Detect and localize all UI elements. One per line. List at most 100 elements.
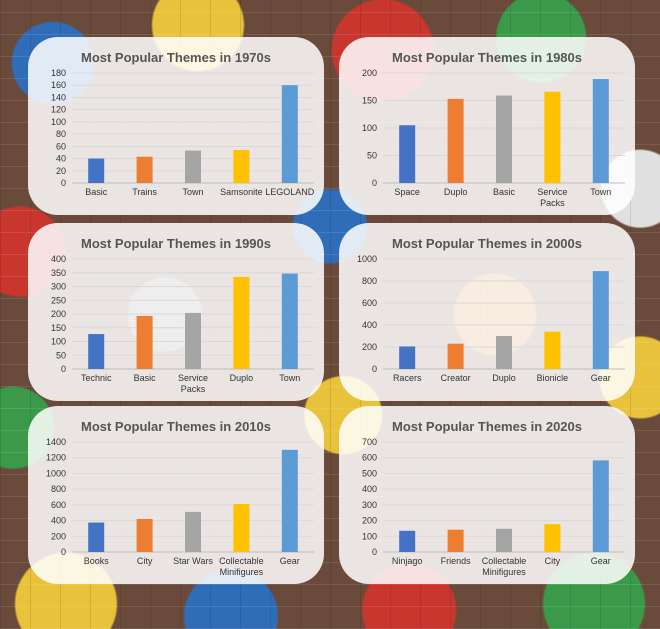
- y-tick-label: 300: [362, 500, 377, 510]
- y-tick-label: 800: [362, 276, 377, 286]
- bar: [136, 519, 153, 552]
- chart-title: Most Popular Themes in 2010s: [81, 419, 271, 434]
- y-tick-label: 800: [51, 484, 66, 494]
- bar: [281, 273, 298, 369]
- y-tick-label: 400: [51, 516, 66, 526]
- bar: [399, 530, 416, 552]
- chart-title: Most Popular Themes in 1980s: [392, 50, 582, 65]
- y-tick-label: 0: [61, 178, 66, 188]
- y-tick-label: 140: [51, 92, 66, 102]
- x-tick-label: Ninjago: [392, 556, 423, 566]
- bar: [233, 276, 250, 369]
- bar: [592, 271, 609, 369]
- y-tick-label: 400: [51, 254, 66, 264]
- bar: [496, 336, 512, 369]
- y-tick-label: 0: [372, 178, 377, 188]
- bar: [592, 79, 609, 183]
- bar: [399, 125, 416, 183]
- x-tick-label: Collectable Minifigures: [219, 556, 264, 577]
- bar: [136, 315, 153, 369]
- bar: [592, 460, 609, 552]
- bar: [233, 504, 250, 552]
- chart-title: Most Popular Themes in 2000s: [392, 236, 582, 251]
- x-tick-label: Service Packs: [537, 187, 567, 208]
- x-tick-label: Star Wars: [173, 556, 213, 566]
- x-tick-label: Town: [279, 373, 300, 383]
- x-tick-label: Collectable Minifigures: [482, 556, 527, 577]
- y-tick-label: 120: [51, 105, 66, 115]
- bar: [233, 150, 250, 183]
- y-tick-label: 200: [362, 342, 377, 352]
- y-tick-label: 200: [51, 309, 66, 319]
- bar-chart: Most Popular Themes in 1990s 0 50 100 150 200…: [51, 236, 314, 394]
- bar-chart: Most Popular Themes in 2000s 0 200 400 600 80…: [357, 236, 625, 383]
- x-tick-label: Technic: [81, 373, 112, 383]
- bar: [447, 98, 464, 183]
- bar: [88, 522, 105, 552]
- bar-chart: Most Popular Themes in 1980s 0 50 100 150 200…: [362, 50, 625, 208]
- bar: [399, 346, 416, 369]
- chart-title: Most Popular Themes in 1970s: [81, 50, 271, 65]
- x-tick-label: Books: [84, 556, 110, 566]
- x-tick-label: Bionicle: [537, 373, 569, 383]
- y-tick-label: 600: [51, 500, 66, 510]
- y-tick-label: 20: [56, 166, 66, 176]
- y-tick-label: 150: [51, 323, 66, 333]
- x-tick-label: Gear: [280, 556, 300, 566]
- x-tick-label: City: [137, 556, 153, 566]
- y-tick-label: 50: [56, 350, 66, 360]
- x-tick-label: Gear: [591, 556, 611, 566]
- x-tick-label: Creator: [441, 373, 471, 383]
- y-tick-label: 700: [362, 437, 377, 447]
- bar: [544, 91, 561, 183]
- bar: [544, 331, 561, 369]
- y-tick-label: 180: [51, 68, 66, 78]
- y-tick-label: 400: [362, 484, 377, 494]
- x-tick-label: Racers: [393, 373, 422, 383]
- x-tick-label: Basic: [85, 187, 108, 197]
- x-tick-label: Duplo: [492, 373, 516, 383]
- x-tick-label: Friends: [441, 556, 472, 566]
- bar: [447, 343, 464, 369]
- y-tick-label: 200: [362, 68, 377, 78]
- bar-chart: Most Popular Themes in 2020s 0 100 200 300 40…: [362, 419, 625, 577]
- bar: [544, 524, 561, 552]
- x-tick-label: Town: [590, 187, 611, 197]
- x-tick-label: Space: [394, 187, 420, 197]
- y-tick-label: 1000: [46, 468, 66, 478]
- bar: [88, 334, 105, 369]
- y-tick-label: 600: [362, 298, 377, 308]
- bar-chart: Most Popular Themes in 2010s 0 200 400 600 80…: [46, 419, 314, 577]
- y-tick-label: 100: [362, 123, 377, 133]
- y-tick-label: 150: [362, 96, 377, 106]
- bar: [281, 85, 298, 183]
- bar: [496, 528, 512, 552]
- y-tick-label: 100: [51, 337, 66, 347]
- x-tick-label: Duplo: [230, 373, 254, 383]
- y-tick-label: 0: [372, 547, 377, 557]
- y-tick-label: 200: [362, 516, 377, 526]
- y-tick-label: 600: [362, 453, 377, 463]
- bar: [185, 511, 201, 552]
- y-tick-label: 350: [51, 268, 66, 278]
- y-tick-label: 0: [61, 364, 66, 374]
- x-tick-label: Service Packs: [178, 373, 208, 394]
- x-tick-label: Basic: [134, 373, 157, 383]
- y-tick-label: 100: [362, 531, 377, 541]
- x-tick-label: Duplo: [444, 187, 468, 197]
- bar: [496, 95, 512, 183]
- x-tick-label: City: [545, 556, 561, 566]
- y-tick-label: 250: [51, 295, 66, 305]
- x-tick-label: Samsonite: [220, 187, 263, 197]
- y-tick-label: 400: [362, 320, 377, 330]
- y-tick-label: 1000: [357, 254, 377, 264]
- chart-title: Most Popular Themes in 2020s: [392, 419, 582, 434]
- chart-panel-2010s: Most Popular Themes in 2010s 0 200 400 600 80…: [28, 406, 324, 584]
- bar: [185, 312, 201, 369]
- bar: [447, 529, 464, 552]
- y-tick-label: 60: [56, 141, 66, 151]
- y-tick-label: 50: [367, 151, 377, 161]
- y-tick-label: 100: [51, 117, 66, 127]
- y-tick-label: 1200: [46, 453, 66, 463]
